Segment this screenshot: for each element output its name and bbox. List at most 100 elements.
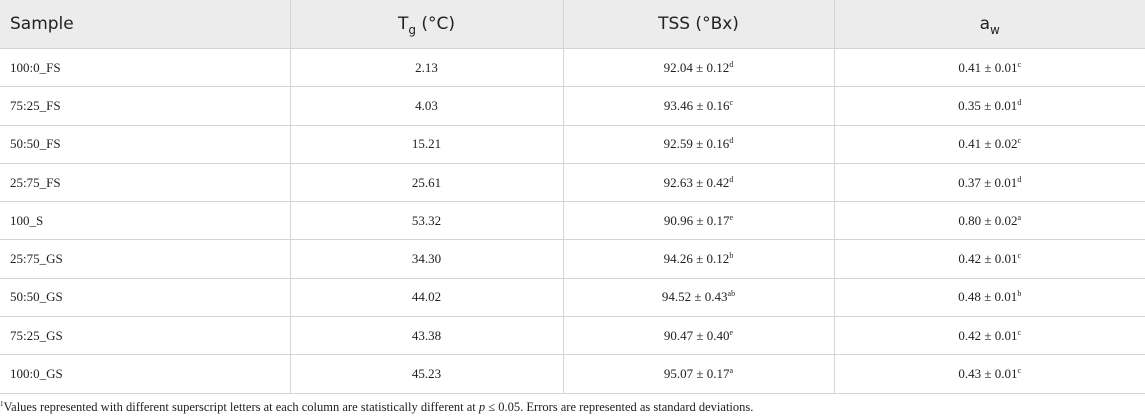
cell-text: 93.46 ± 0.16 [663, 97, 730, 113]
table-cell: 0.41 ± 0.01c [834, 47, 1145, 87]
cell-text: 0.37 ± 0.01 [958, 174, 1018, 190]
cell-text: 90.96 ± 0.17 [663, 212, 730, 228]
superscript: b [1017, 289, 1022, 299]
table-row: 75:25_GS 43.38 90.47 ± 0.40e 0.42 ± 0.01c [0, 316, 1145, 355]
table-row: 50:50_FS 15.21 92.59 ± 0.16d 0.41 ± 0.02c [0, 124, 1145, 164]
superscript: d [729, 136, 734, 146]
table-cell: 0.42 ± 0.01c [834, 316, 1145, 355]
table-cell: 50:50_FS [0, 124, 291, 164]
superscript: e [729, 212, 734, 222]
superscript: c [1017, 136, 1022, 146]
table-row: 100:0_GS 45.23 95.07 ± 0.17a 0.43 ± 0.01c [0, 354, 1145, 394]
table-row: 50:50_GS 44.02 94.52 ± 0.43ab 0.48 ± 0.01b [0, 277, 1145, 317]
superscript: d [1017, 174, 1022, 184]
table-cell: 75:25_FS [0, 86, 291, 126]
cell-text: 34.30 [411, 251, 442, 267]
superscript: a [729, 366, 734, 376]
table-row: 75:25_FS 4.03 93.46 ± 0.16c 0.35 ± 0.01d [0, 86, 1145, 126]
table-cell: 4.03 [290, 86, 564, 126]
cell-text: 92.04 ± 0.12 [663, 59, 730, 75]
footnote: 1Values represented with different super… [0, 394, 1145, 415]
superscript: c [1017, 366, 1022, 376]
table-cell: 95.07 ± 0.17a [563, 354, 835, 394]
cell-text: 0.42 ± 0.01 [958, 251, 1018, 267]
superscript: a [1017, 212, 1022, 222]
table-cell: 25:75_GS [0, 239, 291, 279]
superscript: ab [727, 289, 736, 299]
header-row: Sample Tg (°C) TSS (°Bx) aw [0, 0, 1145, 49]
table-cell: 0.48 ± 0.01b [834, 277, 1145, 317]
table-cell: 94.52 ± 0.43ab [563, 277, 835, 317]
header-cell: Sample [0, 0, 291, 49]
footnote-italic: p [478, 399, 486, 414]
superscript: d [1017, 97, 1022, 107]
cell-text: Sample [10, 14, 74, 34]
subscript: g [408, 23, 416, 37]
superscript: d [729, 174, 734, 184]
cell-text: 0.43 ± 0.01 [958, 366, 1018, 382]
header-cell: aw [834, 0, 1145, 49]
cell-text: 0.42 ± 0.01 [958, 327, 1018, 343]
superscript: b [729, 251, 734, 261]
cell-text: 43.38 [411, 327, 442, 343]
cell-text: 90.47 ± 0.40 [663, 327, 730, 343]
cell-text: 53.32 [411, 212, 442, 228]
table-cell: 92.63 ± 0.42d [563, 162, 835, 202]
table-cell: 92.04 ± 0.12d [563, 47, 835, 87]
table-cell: 15.21 [290, 124, 564, 164]
header-cell: Tg (°C) [290, 0, 564, 49]
cell-text: 50:50_GS [10, 289, 63, 305]
cell-text: 2.13 [415, 59, 438, 75]
subscript: w [990, 23, 1000, 37]
cell-text: 4.03 [415, 97, 438, 113]
cell-text: 95.07 ± 0.17 [663, 366, 730, 382]
table-row: 25:75_GS 34.30 94.26 ± 0.12b 0.42 ± 0.01c [0, 239, 1145, 279]
table-cell: 100:0_FS [0, 47, 291, 87]
footnote-text: Values represented with different supers… [3, 399, 479, 414]
table-cell: 25:75_FS [0, 162, 291, 202]
cell-text: 25.61 [411, 174, 442, 190]
header-cell: TSS (°Bx) [563, 0, 835, 49]
cell-text: 45.23 [411, 366, 442, 382]
footnote-marker: 1 [0, 399, 4, 408]
table-cell: 0.80 ± 0.02a [834, 201, 1145, 240]
table-cell: 0.35 ± 0.01d [834, 86, 1145, 126]
table-cell: 34.30 [290, 239, 564, 279]
table-cell: 50:50_GS [0, 277, 291, 317]
table-cell: 100_S [0, 201, 291, 240]
cell-text: 75:25_FS [10, 97, 61, 113]
table-cell: 92.59 ± 0.16d [563, 124, 835, 164]
table-cell: 2.13 [290, 47, 564, 87]
table-cell: 45.23 [290, 354, 564, 394]
cell-text: 15.21 [411, 136, 442, 152]
table-cell: 94.26 ± 0.12b [563, 239, 835, 279]
cell-text: 0.48 ± 0.01 [958, 289, 1018, 305]
cell-text: (°C) [415, 14, 456, 34]
cell-text: TSS (°Bx) [658, 14, 739, 34]
table-row: 100_S 53.32 90.96 ± 0.17e 0.80 ± 0.02a [0, 201, 1145, 240]
footnote-text: ≤ 0.05. Errors are represented as standa… [485, 399, 754, 414]
superscript: c [1017, 59, 1022, 69]
cell-text: 100:0_FS [10, 59, 61, 75]
cell-text: 0.80 ± 0.02 [958, 212, 1018, 228]
cell-text: 50:50_FS [10, 136, 61, 152]
table-cell: 43.38 [290, 316, 564, 355]
cell-text: 25:75_FS [10, 174, 61, 190]
table-cell: 25.61 [290, 162, 564, 202]
cell-text: 75:25_GS [10, 327, 63, 343]
table-cell: 0.42 ± 0.01c [834, 239, 1145, 279]
table-cell: 90.47 ± 0.40e [563, 316, 835, 355]
table-cell: 100:0_GS [0, 354, 291, 394]
table-cell: 0.37 ± 0.01d [834, 162, 1145, 202]
cell-text: 44.02 [411, 289, 442, 305]
table-cell: 44.02 [290, 277, 564, 317]
superscript: c [1017, 251, 1022, 261]
cell-text: T [397, 14, 409, 34]
superscript: e [729, 327, 734, 337]
table-row: 100:0_FS 2.13 92.04 ± 0.12d 0.41 ± 0.01c [0, 47, 1145, 87]
cell-text: 92.63 ± 0.42 [663, 174, 730, 190]
cell-text: 0.35 ± 0.01 [958, 97, 1018, 113]
cell-text: 94.26 ± 0.12 [663, 251, 730, 267]
cell-text: 25:75_GS [10, 251, 63, 267]
